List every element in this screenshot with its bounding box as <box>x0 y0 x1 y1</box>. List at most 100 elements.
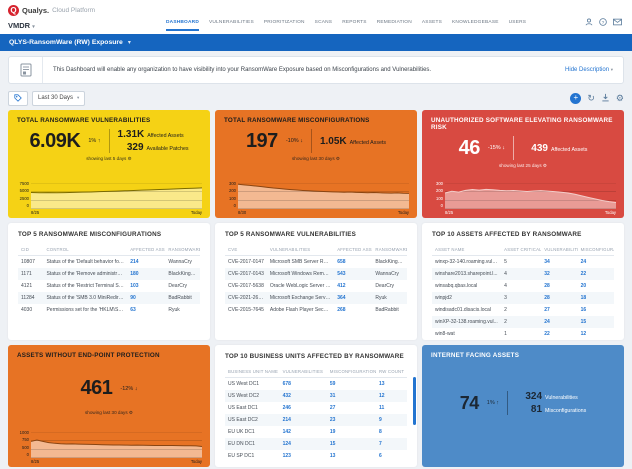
y-tick-label: 5000 <box>19 188 29 194</box>
table-row[interactable]: 11284 Status of the 'SMB 3.0 MiniRedirect… <box>18 292 200 304</box>
tag-filter-button[interactable] <box>8 90 28 106</box>
widget-title: TOP 5 RANSOMWARE VULNERABILITIES <box>225 231 357 238</box>
x-axis: 8/25 Today <box>31 210 202 215</box>
table-row[interactable]: EU SP DC1 123 13 6 <box>228 453 382 459</box>
y-tick-label: 100 <box>436 195 443 201</box>
table-row[interactable]: winpjd2 3 28 18 <box>432 292 614 304</box>
y-axis: 300 200 100 0 <box>430 181 445 209</box>
widget-title: TOP 5 RANSOMWARE MISCONFIGURATIONS <box>18 231 162 238</box>
table-row[interactable]: US West DC1 678 59 13 <box>228 381 385 387</box>
table-row[interactable]: windisadc01.disacis.local 2 27 16 <box>435 307 587 313</box>
widget-total-ransomware-vulnerabilities[interactable]: TOTAL RANSOMWARE VULNERABILITIES 6.09K 1… <box>8 110 210 218</box>
unauthorized-software-count: 46 <box>458 136 481 159</box>
help-icon[interactable]: ? <box>599 18 607 26</box>
nav-tab-vulnerabilities[interactable]: VULNERABILITIES <box>208 20 254 25</box>
table-row[interactable]: EU UK DC1 142 19 8 <box>228 429 382 435</box>
arrow-up-icon: ↑ <box>496 400 500 406</box>
widget-top-ransomware-misconfigurations[interactable]: TOP 5 RANSOMWARE MISCONFIGURATIONS CID CO… <box>8 223 210 340</box>
stat-vulnerabilities: 324 Vulnerabilities <box>525 391 578 402</box>
mail-icon[interactable] <box>613 18 622 26</box>
table-row[interactable]: EU DN DC1 124 15 7 <box>225 438 407 450</box>
settings-gear-icon[interactable]: ⚙ <box>615 92 624 103</box>
divider <box>310 129 312 153</box>
delta-badge: 1% ↑ <box>88 138 101 144</box>
widget-total-ransomware-misconfigurations[interactable]: TOTAL RANSOMWARE MISCONFIGURATIONS 197 -… <box>215 110 417 218</box>
widget-unauthorized-software[interactable]: UNAUTHORIZED SOFTWARE ELEVATING RANSOMWA… <box>422 110 624 218</box>
settings-icon[interactable]: ⚙ <box>542 163 548 168</box>
showing-range-label: showing last 25 days ⚙ <box>498 163 548 168</box>
hide-description-button[interactable]: Hide Description ▾ <box>565 67 613 73</box>
x-axis: 8/30 Today <box>238 210 409 215</box>
settings-icon[interactable]: ⚙ <box>127 156 132 161</box>
nav-tab-knowledgebase[interactable]: KNOWLEDGEBASE <box>452 20 499 25</box>
table-row[interactable]: winXP-32-138.roaming.vul... 2 24 15 <box>432 316 614 328</box>
y-tick-label: 500 <box>22 444 29 450</box>
time-range-select[interactable]: Last 30 Days ▾ <box>32 90 86 106</box>
y-tick-label: 200 <box>229 188 236 194</box>
nav-tab-assets[interactable]: ASSETS <box>421 20 443 25</box>
description-panel: This Dashboard will enable any organizat… <box>8 56 624 84</box>
nav-tab-dashboard[interactable]: DASHBOARD <box>166 20 199 31</box>
chevron-down-icon: ▾ <box>77 95 80 100</box>
arrow-down-icon: ↓ <box>502 145 505 151</box>
widget-assets-without-epp[interactable]: ASSETS WITHOUT END-POINT PROTECTION 461 … <box>8 345 210 467</box>
table-row[interactable]: 10807 Status of the 'Default behavior for… <box>21 259 192 265</box>
settings-icon[interactable]: ⚙ <box>128 410 134 415</box>
dashboard-title[interactable]: QLYS-RansomWare (RW) Exposure <box>9 39 123 46</box>
showing-range-label: showing last 30 days ⚙ <box>84 410 134 415</box>
misconfigurations-trend-chart: 300 200 100 0 8/30 Today <box>223 181 409 215</box>
column-header: VULNERABILITIES <box>279 367 327 378</box>
table-row[interactable]: US East DC2 214 23 9 <box>225 414 407 426</box>
table-row[interactable]: winxp-32-140.roaming.vuln... 5 34 24 <box>435 259 587 265</box>
delta-badge: -12% ↓ <box>120 385 138 392</box>
x-axis: 8/25 Today <box>445 210 616 215</box>
column-header: AFFECTED ASSETS <box>127 245 166 256</box>
y-tick-label: 2500 <box>19 195 29 201</box>
download-icon[interactable] <box>601 89 610 107</box>
table-row[interactable]: 4121 Status of the 'Restrict Terminal Ser… <box>21 283 188 289</box>
widget-top-assets-affected[interactable]: TOP 10 ASSETS AFFECTED BY RANSOMWARE ASS… <box>422 223 624 340</box>
column-header: RANSOMWARE NAME <box>165 245 200 256</box>
nav-tab-prioritization[interactable]: PRIORITIZATION <box>263 20 305 25</box>
brand-suffix: Cloud Platform <box>52 6 96 14</box>
table-row[interactable]: CVE-2015-7645 Adobe Flash Player Security… <box>228 307 399 313</box>
y-tick-label: 7500 <box>19 181 29 186</box>
nav-tab-reports[interactable]: REPORTS <box>342 20 367 25</box>
y-tick-label: 1000 <box>19 430 29 435</box>
table-row[interactable]: CVE-2021-26857 Microsoft Exchange Server … <box>225 292 407 304</box>
widget-title: ASSETS WITHOUT END-POINT PROTECTION <box>17 352 160 359</box>
widget-internet-facing-assets[interactable]: INTERNET FACING ASSETS 74 1% ↑ 324 Vulner… <box>422 345 624 467</box>
chevron-down-icon: ▾ <box>32 24 35 30</box>
table-row[interactable]: win8-wat 1 22 12 <box>435 331 587 337</box>
widget-title: UNAUTHORIZED SOFTWARE ELEVATING RANSOMWA… <box>431 117 613 131</box>
table-row[interactable]: US East DC1 246 27 11 <box>228 405 385 411</box>
app-selector-vmdr[interactable]: VMDR ▾ <box>8 21 35 30</box>
delta-badge: 1% ↑ <box>486 400 500 406</box>
nav-tab-remediation[interactable]: REMEDIATION <box>376 20 412 25</box>
table-row[interactable]: winsabq.qbas.local 4 28 20 <box>435 283 587 289</box>
table-scrollbar[interactable] <box>413 377 416 425</box>
chevron-down-icon[interactable]: ▾ <box>127 40 131 46</box>
table-row[interactable]: winshare2013.sharepoint.l... 4 32 22 <box>432 268 614 280</box>
settings-icon[interactable]: ⚙ <box>335 156 341 161</box>
column-header: CID <box>18 245 44 256</box>
assets-without-epp-trend-chart: 1000 750 500 0 8/25 Today <box>16 430 202 464</box>
widget-title: TOP 10 ASSETS AFFECTED BY RANSOMWARE <box>432 231 582 238</box>
widget-top-ransomware-vulnerabilities[interactable]: TOP 5 RANSOMWARE VULNERABILITIES CVE VULN… <box>215 223 417 340</box>
table-row[interactable]: 1171 Status of the 'Remove administrative… <box>18 268 200 280</box>
user-icon[interactable] <box>585 18 593 26</box>
nav-tab-scans[interactable]: SCANS <box>314 20 333 25</box>
refresh-icon[interactable]: ↻ <box>587 92 595 103</box>
column-header: VULNERABILITIES <box>266 245 335 256</box>
internet-facing-count: 74 <box>459 392 480 413</box>
table-row[interactable]: US West DC2 432 31 12 <box>225 390 407 402</box>
divider <box>108 129 110 153</box>
add-widget-button[interactable]: + <box>570 92 582 104</box>
nav-tab-users[interactable]: USERS <box>508 20 527 25</box>
widget-top-business-units[interactable]: TOP 10 BUSINESS UNITS AFFECTED BY RANSOM… <box>215 345 417 467</box>
arrow-up-icon: ↑ <box>97 138 101 144</box>
